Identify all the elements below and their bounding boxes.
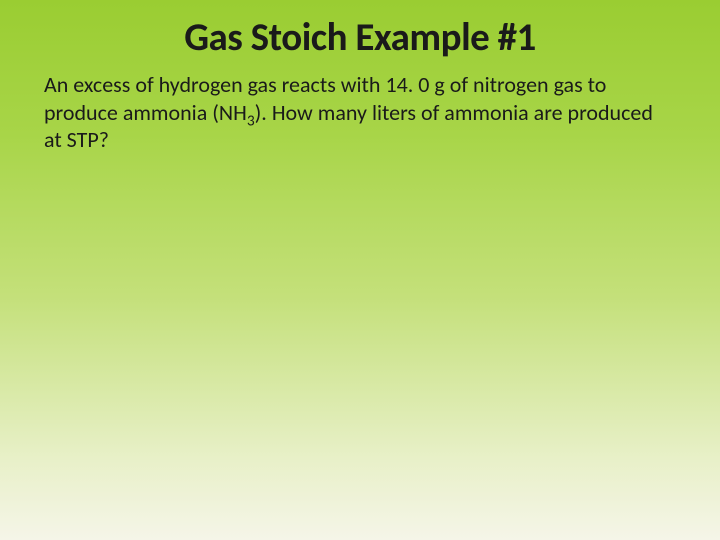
slide: Gas Stoich Example #1 An excess of hydro…	[0, 0, 720, 540]
slide-title: Gas Stoich Example #1	[40, 14, 680, 61]
slide-body: An excess of hydrogen gas reacts with 14…	[40, 71, 680, 154]
subscript-3: 3	[247, 111, 255, 130]
